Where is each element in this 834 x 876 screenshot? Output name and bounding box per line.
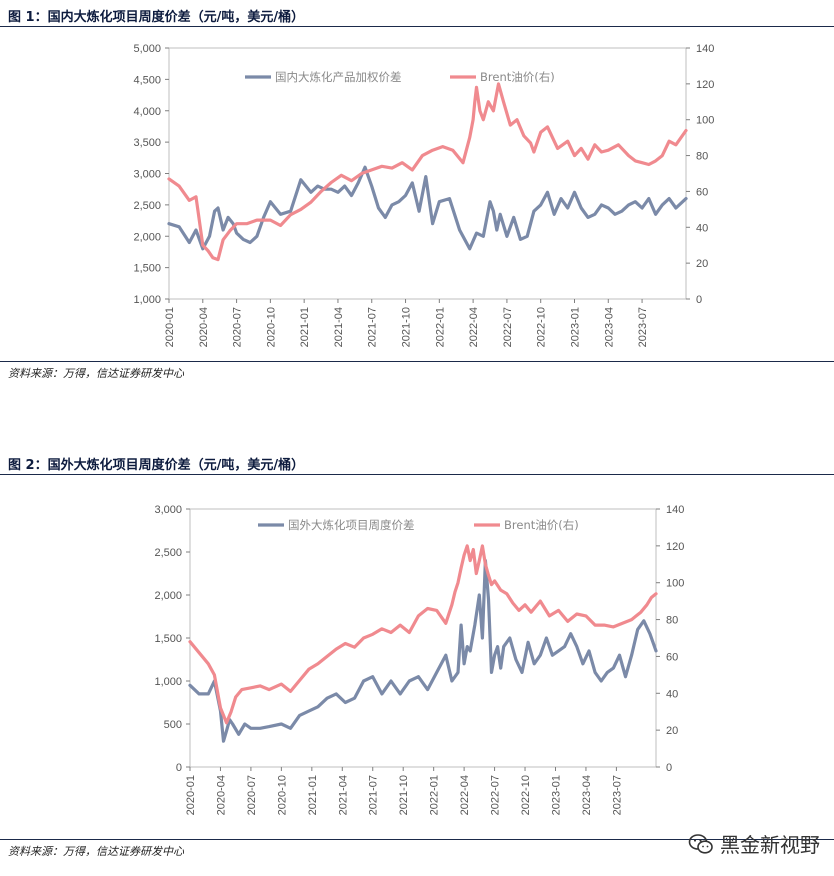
y-right-tick-label: 60 [666,651,678,663]
x-tick-label: 2022-10 [536,307,548,347]
x-tick-label: 2021-04 [333,307,345,347]
figure1-source: 资料来源：万得，信达证券研发中心 [8,367,184,380]
y-right-tick-label: 120 [666,541,684,553]
x-tick-label: 2023-07 [611,775,623,815]
x-tick-label: 2020-04 [215,775,227,815]
y-left-tick-label: 1,500 [133,263,161,275]
watermark-text: 黑金新视野 [720,833,820,857]
x-tick-label: 2021-04 [337,775,349,815]
x-tick-label: 2020-01 [185,775,197,815]
x-tick-label: 2022-04 [468,307,480,347]
figure1-bottom-rule [0,361,834,362]
brent-series-line [188,544,658,725]
y-left-tick-label: 4,500 [133,74,161,86]
y-right-tick-label: 40 [696,222,708,234]
y-left-tick-label: 2,000 [133,231,161,243]
y-left-tick-label: 5,000 [133,43,161,55]
watermark: 黑金新视野 [688,829,820,858]
y-left-tick-label: 0 [176,762,182,774]
y-right-tick-label: 0 [696,294,702,306]
x-tick-label: 2020-10 [265,307,277,347]
x-tick-label: 2023-04 [603,307,615,347]
y-right-tick-label: 80 [666,615,678,627]
spread-series-line [188,558,658,743]
x-tick-label: 2023-04 [581,775,593,815]
x-tick-label: 2021-01 [299,307,311,347]
figure1-top-rule [0,26,834,27]
figure2-chart: 0 500 1,000 1,500 2,000 2,500 3,000 0 20 40 60 80 10… [154,504,684,815]
y-right-tick-label: 80 [696,151,708,163]
x-tick-label: 2023-07 [637,307,649,347]
y-right-tick-label: 40 [666,688,678,700]
legend-label: Brent油价(右) [504,518,579,532]
x-tick-label: 2022-01 [434,307,446,347]
x-tick-label: 2020-10 [276,775,288,815]
legend-label: Brent油价(右) [480,70,555,84]
x-tick-label: 2022-01 [429,775,441,815]
legend-label: 国外大炼化项目周度价差 [288,518,415,532]
x-tick-label: 2021-01 [307,775,319,815]
spread-series-line [167,165,688,251]
y-right-tick-label: 120 [696,79,714,91]
y-left-tick-label: 3,000 [133,169,161,181]
x-tick-label: 2022-04 [459,775,471,815]
wechat-icon [688,833,713,854]
x-tick-label: 2020-01 [164,307,176,347]
y-left-tick-label: 3,500 [133,137,161,149]
figure1-chart: 1,000 1,500 2,000 2,500 3,000 3,500 4,000 4,500… [133,43,714,347]
y-right-tick-label: 60 [696,186,708,198]
y-right-tick-label: 20 [666,725,678,737]
figure1-title: 图 1：国内大炼化项目周度价差（元/吨，美元/桶） [8,10,305,25]
y-right-tick-label: 140 [666,504,684,516]
y-right-tick-label: 20 [696,258,708,270]
y-left-tick-label: 4,000 [133,106,161,118]
legend-label: 国内大炼化产品加权价差 [275,70,402,84]
x-tick-label: 2022-10 [520,775,532,815]
x-tick-label: 2023-01 [550,775,562,815]
y-left-tick-label: 2,500 [133,200,161,212]
x-tick-label: 2021-10 [401,307,413,347]
y-left-tick-label: 1,000 [154,676,182,688]
figure2-title: 图 2：国外大炼化项目周度价差（元/吨，美元/桶） [8,458,305,473]
figure2-source: 资料来源：万得，信达证券研发中心 [8,845,184,858]
y-right-tick-label: 100 [666,578,684,590]
x-tick-label: 2023-01 [569,307,581,347]
figure2-bottom-rule [0,839,834,840]
y-left-tick-label: 1,500 [154,633,182,645]
y-left-tick-label: 3,000 [154,504,182,516]
x-tick-label: 2020-04 [198,307,210,347]
x-tick-label: 2020-07 [232,307,244,347]
x-tick-label: 2022-07 [502,307,514,347]
y-left-tick-label: 2,000 [154,590,182,602]
y-right-tick-label: 100 [696,115,714,127]
x-tick-label: 2021-07 [367,307,379,347]
y-right-tick-label: 140 [696,43,714,55]
brent-series-line [167,82,688,262]
y-right-tick-label: 0 [666,762,672,774]
plot-area [168,47,687,300]
x-tick-label: 2021-07 [368,775,380,815]
x-tick-label: 2022-07 [490,775,502,815]
figure2-top-rule [0,474,834,475]
x-tick-label: 2021-10 [398,775,410,815]
y-left-tick-label: 500 [164,719,182,731]
x-tick-label: 2020-07 [246,775,258,815]
y-left-tick-label: 1,000 [133,294,161,306]
y-left-tick-label: 2,500 [154,547,182,559]
